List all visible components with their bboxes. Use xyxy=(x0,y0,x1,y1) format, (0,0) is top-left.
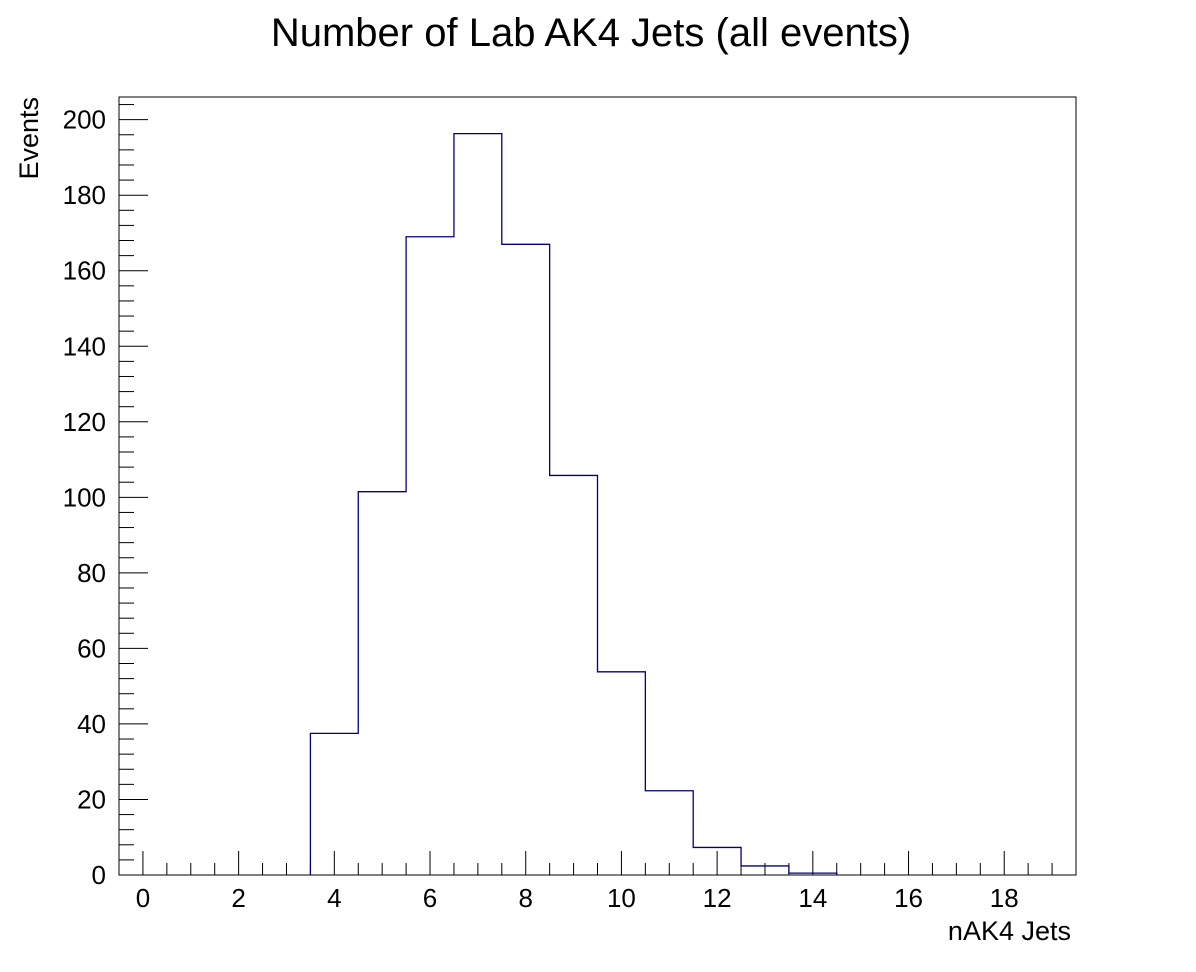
chart-title: Number of Lab AK4 Jets (all events) xyxy=(271,11,911,55)
y-tick-label: 80 xyxy=(77,558,106,588)
x-tick-label: 6 xyxy=(423,883,437,913)
y-axis-label: Events xyxy=(14,97,44,180)
x-tick-label: 16 xyxy=(894,883,923,913)
y-tick-label: 160 xyxy=(63,256,106,286)
y-tick-label: 20 xyxy=(77,784,106,814)
y-tick-label: 180 xyxy=(63,180,106,210)
x-tick-label: 14 xyxy=(798,883,827,913)
y-tick-label: 100 xyxy=(63,482,106,512)
y-tick-label: 0 xyxy=(92,860,106,890)
y-tick-label: 60 xyxy=(77,633,106,663)
histogram-series-line xyxy=(309,132,838,875)
x-axis: 0 2 4 6 8 10 12 14 16 18 xyxy=(136,851,1077,913)
x-tick-label: 2 xyxy=(231,883,245,913)
y-axis: 0 20 40 60 80 100 120 140 160 180 200 xyxy=(63,104,148,890)
x-tick-label: 10 xyxy=(607,883,636,913)
x-tick-label: 12 xyxy=(703,883,732,913)
x-tick-label: 8 xyxy=(518,883,532,913)
x-tick-label: 0 xyxy=(136,883,150,913)
y-tick-label: 140 xyxy=(63,331,106,361)
x-tick-label: 4 xyxy=(327,883,341,913)
y-tick-label: 40 xyxy=(77,709,106,739)
y-tick-label: 200 xyxy=(63,105,106,135)
x-tick-label: 18 xyxy=(990,883,1019,913)
y-tick-label: 120 xyxy=(63,407,106,437)
x-axis-label: nAK4 Jets xyxy=(948,916,1071,946)
